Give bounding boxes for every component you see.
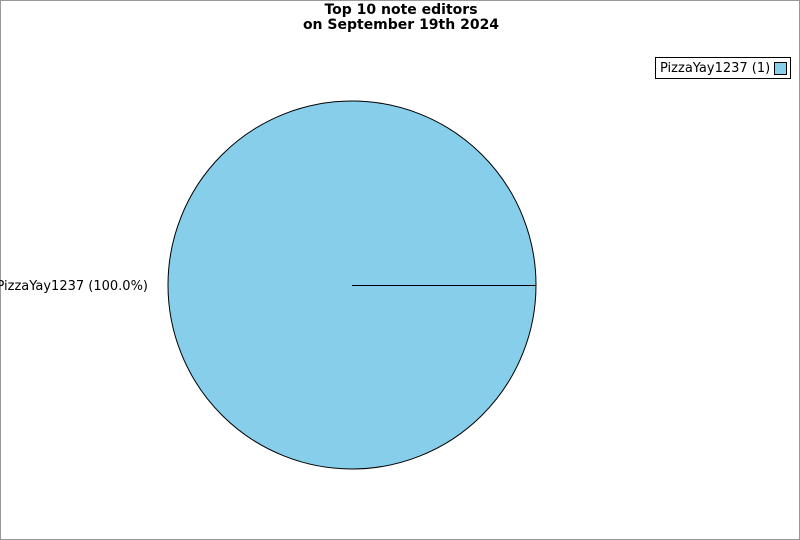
chart-title: Top 10 note editors on September 19th 20… — [1, 3, 800, 33]
legend-swatch-icon — [774, 61, 788, 75]
chart-title-line1: Top 10 note editors — [324, 2, 478, 18]
pie-slice-label: PizzaYay1237 (100.0%) — [0, 279, 148, 294]
legend-entry-label: PizzaYay1237 (1) — [660, 60, 771, 76]
legend-box: PizzaYay1237 (1) — [655, 57, 792, 79]
chart-title-line2: on September 19th 2024 — [302, 17, 500, 33]
